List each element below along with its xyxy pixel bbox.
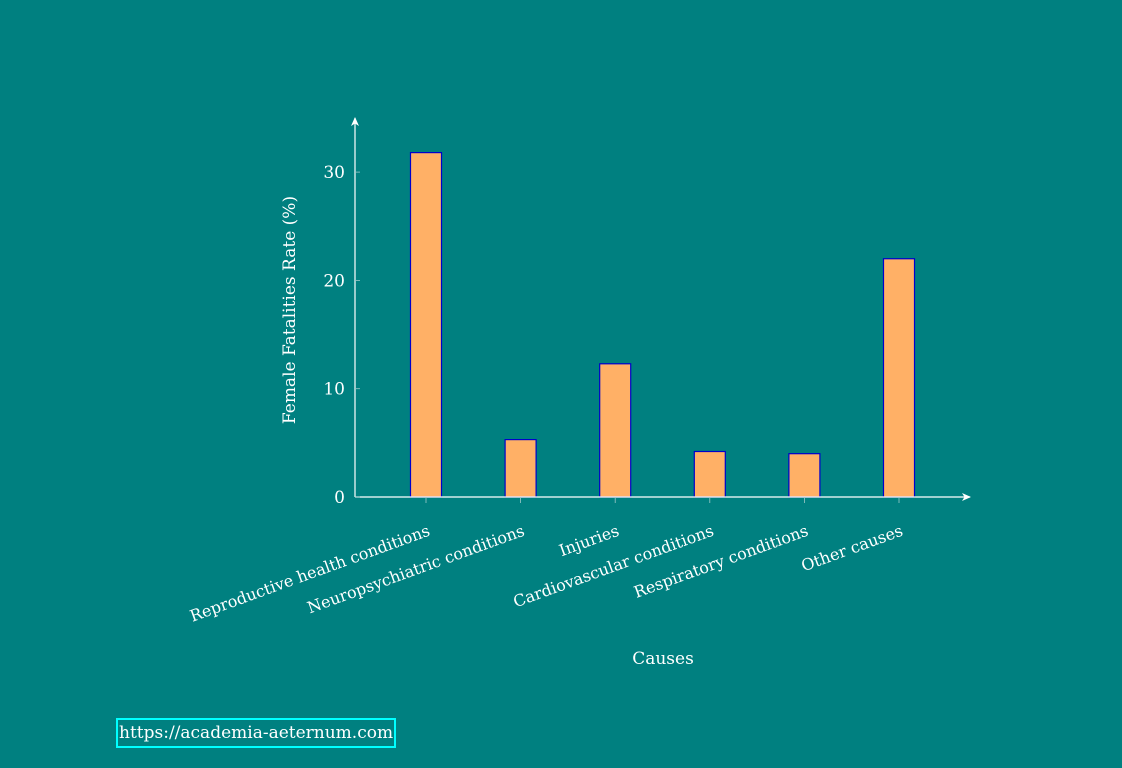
x-tick-label: Respiratory conditions bbox=[631, 521, 810, 602]
bar-1 bbox=[504, 439, 537, 498]
x-ticks-group: Reproductive health conditionsNeuropsych… bbox=[187, 497, 905, 626]
y-ticks-group: 0 10 20 30 bbox=[323, 163, 360, 508]
x-axis-label: Causes bbox=[632, 649, 694, 669]
bar-0 bbox=[409, 152, 443, 498]
bars-group bbox=[409, 152, 916, 498]
bar-4 bbox=[788, 453, 821, 498]
source-link[interactable]: https://academia-aeternum.com bbox=[116, 718, 397, 748]
y-tick-label: 10 bbox=[323, 380, 345, 400]
bar-3 bbox=[693, 450, 726, 498]
y-tick-label: 0 bbox=[334, 488, 345, 508]
y-tick-label: 30 bbox=[323, 163, 345, 183]
x-tick-label: Injuries bbox=[556, 521, 621, 560]
x-tick-label: Other causes bbox=[799, 521, 906, 575]
y-axis-label: Female Fatalities Rate (%) bbox=[280, 196, 300, 424]
axes-group bbox=[351, 117, 971, 501]
bar-5 bbox=[882, 258, 916, 498]
y-tick-label: 20 bbox=[323, 271, 345, 291]
bar-2 bbox=[599, 363, 632, 498]
